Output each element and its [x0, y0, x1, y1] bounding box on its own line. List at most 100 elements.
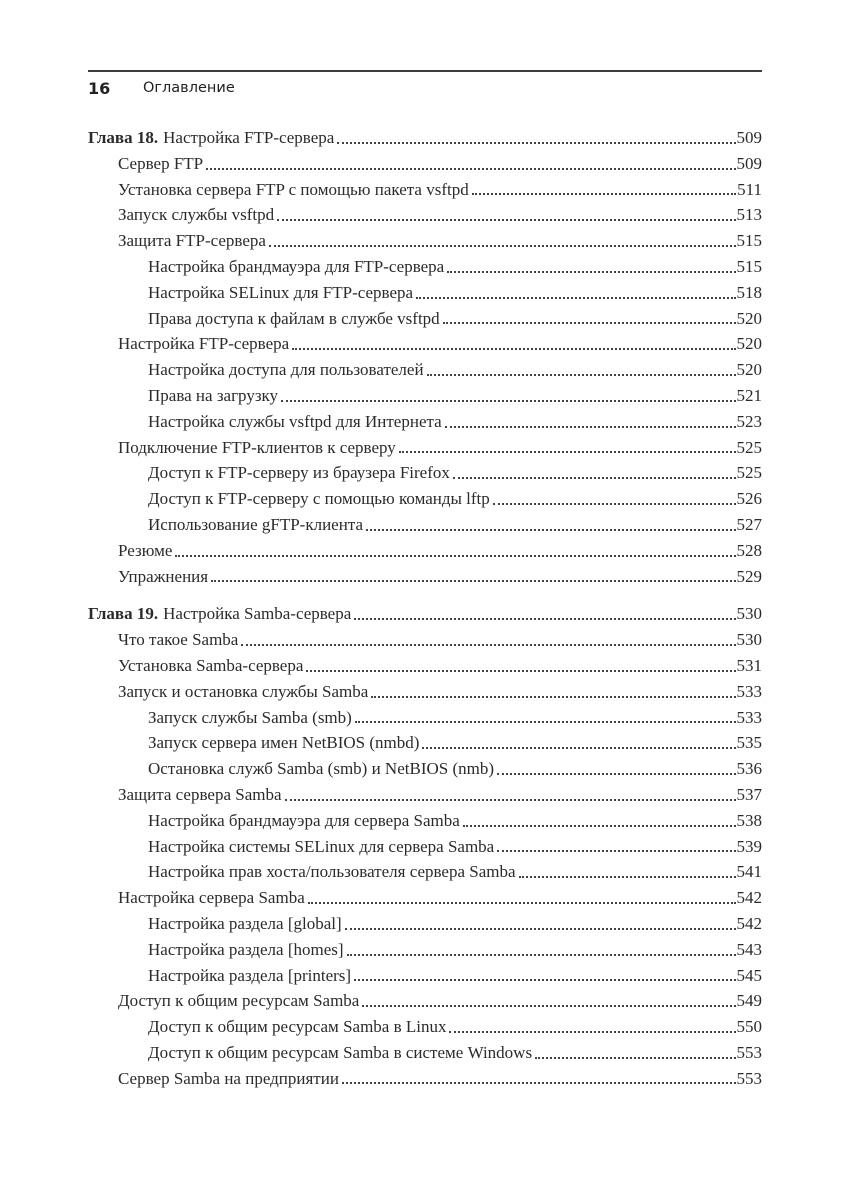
- dot-leader: [346, 953, 736, 956]
- toc-entry-title: Доступ к FTP-серверу с помощью команды l…: [148, 489, 490, 509]
- toc-entry-row: Права доступа к файлам в службе vsftpd 52…: [88, 306, 762, 332]
- toc-entry-row: Настройка раздела [printers] 545: [88, 963, 762, 989]
- toc-section: Глава 18. Настройка FTP-сервера 509 Сервер …: [88, 125, 762, 589]
- dot-leader: [518, 876, 736, 879]
- toc-entry-title: Настройка FTP-сервера: [118, 334, 290, 354]
- toc-entry-row: Остановка служб Samba (smb) и NetBIOS (n…: [88, 756, 762, 782]
- dot-leader: [307, 901, 736, 904]
- dot-leader: [449, 1030, 736, 1033]
- toc-entry-title: Использование gFTP-клиента: [148, 514, 364, 534]
- toc-entry-row: Запуск и остановка службы Samba 533: [88, 679, 762, 705]
- page-number: 553: [736, 1042, 763, 1062]
- page-number-header: 16: [88, 79, 111, 98]
- dot-leader: [398, 451, 736, 454]
- toc-entry-title: Запуск службы vsftpd: [118, 205, 275, 225]
- toc-entry-row: Подключение FTP-клиентов к серверу 525: [88, 435, 762, 461]
- page-number: 539: [736, 836, 763, 856]
- toc-entry-title: Настройка раздела [printers]: [148, 965, 352, 985]
- toc-entry-title: Права на загрузку: [148, 385, 279, 405]
- toc-entry-title: Настройка службы vsftpd для Интернета: [148, 411, 442, 431]
- toc-entry-title: Запуск службы Samba (smb): [148, 707, 352, 727]
- running-head-title: Оглавление: [143, 80, 235, 96]
- dot-leader: [292, 348, 736, 351]
- toc-entry-title: Установка сервера FTP с помощью пакета v…: [118, 179, 469, 199]
- dot-leader: [241, 643, 736, 646]
- toc-chapter-row: Глава 18. Настройка FTP-сервера 509: [88, 125, 762, 151]
- toc-entry-title: Защита FTP-сервера: [118, 231, 266, 251]
- toc-entry-title: Настройка системы SELinux для сервера Sa…: [148, 836, 495, 856]
- dot-leader: [452, 477, 736, 480]
- dot-leader: [175, 554, 736, 557]
- toc-entry-title: Настройка прав хоста/пользователя сервер…: [148, 862, 516, 882]
- page-number: 535: [736, 733, 763, 753]
- page-number: 526: [736, 489, 763, 509]
- toc-entry-title: Права доступа к файлам в службе vsftpd: [148, 308, 440, 328]
- dot-leader: [277, 219, 736, 222]
- page-number: 525: [736, 463, 763, 483]
- toc-entry-row: Запуск службы vsftpd 513: [88, 202, 762, 228]
- dot-leader: [341, 1082, 736, 1085]
- page-number: 545: [736, 965, 763, 985]
- toc-entry-row: Установка Samba-сервера 531: [88, 653, 762, 679]
- page-number: 550: [736, 1017, 763, 1037]
- toc-entry-row: Настройка сервера Samba 542: [88, 885, 762, 911]
- dot-leader: [306, 669, 736, 672]
- dot-leader: [354, 618, 736, 621]
- toc-entry-title: Остановка служб Samba (smb) и NetBIOS (n…: [148, 759, 495, 779]
- page-number: 529: [736, 566, 763, 586]
- chapter-title: Настройка FTP-сервера: [163, 128, 335, 147]
- page-number: 509: [736, 128, 763, 147]
- page-number: 542: [736, 888, 763, 908]
- toc-entry-title: Подключение FTP-клиентов к серверу: [118, 437, 396, 457]
- page-number: 530: [736, 630, 763, 650]
- toc-entry-row: Сервер Samba на предприятии 553: [88, 1066, 762, 1092]
- toc-entry-row: Доступ к FTP-серверу из браузера Firefox…: [88, 460, 762, 486]
- header-rule: [88, 70, 762, 72]
- toc-entry-row: Настройка раздела [homes] 543: [88, 937, 762, 963]
- dot-leader: [426, 373, 736, 376]
- toc-entry-title: Сервер Samba на предприятии: [118, 1068, 339, 1088]
- toc-entry-title: Доступ к FTP-серверу из браузера Firefox: [148, 463, 450, 483]
- toc-entry-row: Доступ к FTP-серверу с помощью команды l…: [88, 486, 762, 512]
- dot-leader: [422, 747, 736, 750]
- toc: Глава 18. Настройка FTP-сервера 509 Сервер …: [88, 125, 762, 1091]
- toc-entry-title: Запуск и остановка службы Samba: [118, 681, 369, 701]
- dot-leader: [206, 167, 736, 170]
- page-number: 515: [736, 256, 763, 276]
- toc-entry-title: Настройка брандмауэра для FTP-сервера: [148, 256, 445, 276]
- chapter-number-label: Глава 18.: [88, 128, 159, 147]
- dot-leader: [462, 824, 736, 827]
- toc-entry-title: Упражнения: [118, 566, 209, 586]
- dot-leader: [281, 399, 736, 402]
- page-number: 543: [736, 939, 763, 959]
- page-number: 518: [736, 282, 763, 302]
- dot-leader: [284, 798, 736, 801]
- page-number: 542: [736, 913, 763, 933]
- dot-leader: [211, 580, 736, 583]
- toc-entry-title: Запуск сервера имен NetBIOS (nmbd): [148, 733, 420, 753]
- toc-entry-row: Настройка брандмауэра для сервера Samba 5…: [88, 808, 762, 834]
- page-number: 533: [736, 707, 763, 727]
- toc-entry-title: Настройка сервера Samba: [118, 888, 305, 908]
- toc-entry-title: Защита сервера Samba: [118, 784, 282, 804]
- dot-leader: [354, 979, 736, 982]
- toc-entry-row: Упражнения 529: [88, 564, 762, 590]
- page-number: 521: [736, 385, 763, 405]
- dot-leader: [471, 193, 737, 196]
- toc-chapter-row: Глава 19. Настройка Samba-сервера 530: [88, 601, 762, 627]
- dot-leader: [344, 927, 736, 930]
- page-number: 509: [736, 153, 763, 173]
- page-number: 513: [736, 205, 763, 225]
- toc-entry-row: Доступ к общим ресурсам Samba в системе …: [88, 1040, 762, 1066]
- dot-leader: [337, 141, 736, 144]
- toc-entry-row: Настройка прав хоста/пользователя сервер…: [88, 859, 762, 885]
- page-number: 520: [736, 334, 763, 354]
- dot-leader: [268, 244, 736, 247]
- page-number: 527: [736, 514, 763, 534]
- chapter-title: Настройка Samba-сервера: [163, 604, 352, 624]
- toc-entry-title: Доступ к общим ресурсам Samba в системе …: [148, 1042, 533, 1062]
- page-number: 533: [736, 681, 763, 701]
- toc-entry-row: Настройка службы vsftpd для Интернета 523: [88, 409, 762, 435]
- toc-entry-title: Доступ к общим ресурсам Samba: [118, 991, 360, 1011]
- toc-entry-title: Что такое Samba: [118, 630, 239, 650]
